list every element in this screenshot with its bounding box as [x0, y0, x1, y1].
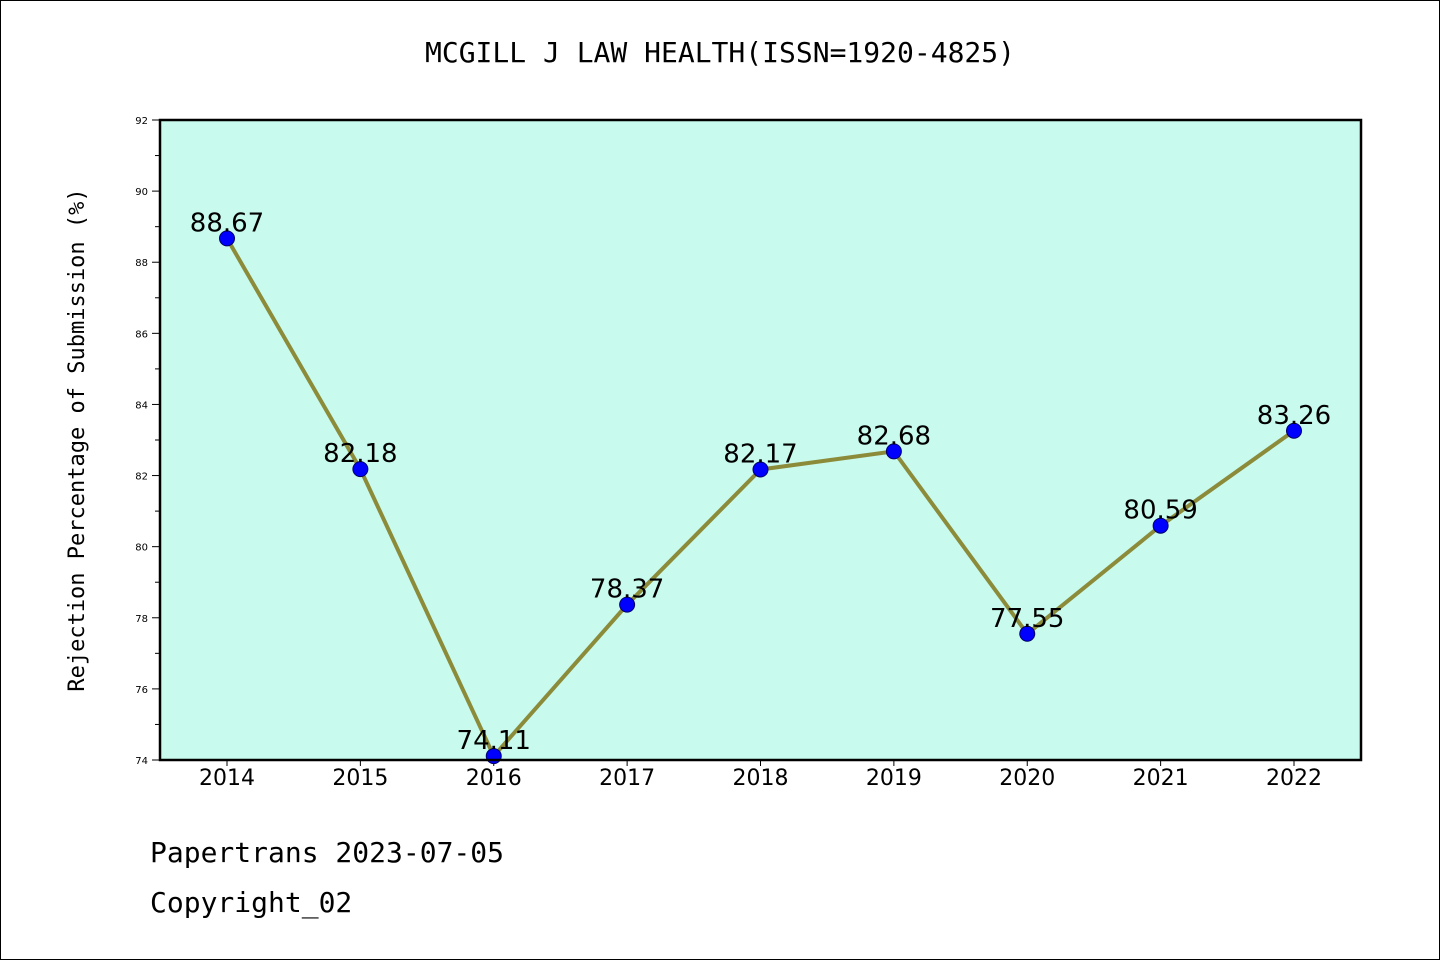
plot-area — [160, 120, 1361, 760]
data-point-marker — [885, 443, 902, 460]
y-tick-label: 86 — [135, 329, 148, 340]
y-tick-label: 74 — [135, 756, 148, 767]
y-tick-label: 90 — [135, 187, 148, 198]
y-tick-label: 84 — [135, 400, 148, 411]
data-value-label: 83.26 — [1257, 401, 1331, 431]
data-point-marker — [619, 596, 636, 613]
footer-date-line: Papertrans 2023-07-05 — [150, 836, 505, 869]
y-tick-label: 82 — [135, 472, 148, 483]
y-tick-label: 92 — [135, 116, 148, 127]
data-point-marker — [352, 461, 369, 478]
data-point-marker — [1019, 625, 1036, 642]
data-value-label: 77.55 — [990, 604, 1064, 634]
x-tick-label: 2021 — [1133, 766, 1189, 791]
x-tick-label: 2017 — [599, 766, 655, 791]
x-axis-ticks: 2014 2015 2016 2017 2018 2019 2020 2021 2022 — [199, 760, 1322, 791]
data-labels: 88.67 82.18 74.11 78.37 82.17 82.68 77.55 80.59… — [190, 208, 1331, 756]
x-tick-label: 2014 — [199, 766, 255, 791]
x-tick-label: 2022 — [1266, 766, 1322, 791]
x-tick-label: 2018 — [733, 766, 789, 791]
footer-copyright-line: Copyright_02 — [150, 886, 353, 919]
data-value-label: 82.68 — [857, 421, 931, 451]
data-value-label: 74.11 — [457, 726, 531, 756]
chart-title: MCGILL J LAW HEALTH(ISSN=1920-4825) — [424, 36, 1015, 69]
data-value-label: 82.17 — [723, 440, 797, 470]
y-tick-label: 88 — [135, 258, 148, 269]
data-point-marker — [219, 230, 235, 247]
x-tick-label: 2016 — [466, 766, 522, 791]
y-axis-label: Rejection Percentage of Submission (%) — [65, 188, 90, 691]
data-value-label: 78.37 — [590, 575, 664, 605]
y-tick-label: 80 — [135, 543, 148, 554]
y-axis-ticks: 74 76 78 80 82 84 86 88 90 92 — [135, 116, 160, 767]
data-value-label: 88.67 — [190, 208, 264, 238]
x-tick-label: 2020 — [999, 766, 1055, 791]
data-point-marker — [752, 461, 769, 478]
x-tick-label: 2019 — [866, 766, 922, 791]
data-value-label: 82.18 — [323, 439, 397, 469]
plot-border — [158, 118, 1363, 762]
data-value-label: 80.59 — [1123, 496, 1197, 526]
y-tick-label: 78 — [135, 614, 148, 625]
y-tick-label: 76 — [135, 685, 148, 696]
data-point-marker — [1286, 422, 1302, 439]
data-point-marker — [1152, 517, 1169, 534]
x-tick-label: 2015 — [332, 766, 388, 791]
